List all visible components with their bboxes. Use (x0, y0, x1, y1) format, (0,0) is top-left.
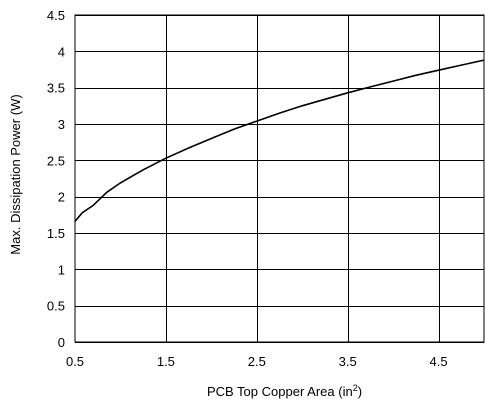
y-tick-label: 1 (58, 262, 65, 277)
x-axis-title: PCB Top Copper Area (in2) (207, 383, 362, 399)
y-tick-label: 3 (58, 117, 65, 132)
x-tick-label: 3.5 (339, 354, 357, 369)
plot-frame (74, 14, 485, 343)
x-tick-label: 0.5 (66, 354, 84, 369)
y-tick-label: 0 (58, 335, 65, 350)
y-tick-label: 2 (58, 190, 65, 205)
x-tick-labels: 0.5 1.5 2.5 3.5 4.5 (66, 354, 448, 369)
x-tick-label: 4.5 (430, 354, 448, 369)
y-tick-label: 1.5 (47, 226, 65, 241)
x-axis-title-end: ) (358, 384, 362, 399)
y-tick-labels: 0 0.5 1 1.5 2 2.5 3 3.5 4 4.5 (47, 8, 65, 350)
y-tick-label: 4.5 (47, 8, 65, 23)
x-axis-title-main: PCB Top Copper Area (in (207, 384, 353, 399)
x-tick-label: 2.5 (248, 354, 266, 369)
x-tick-label: 1.5 (157, 354, 175, 369)
grid (75, 15, 484, 343)
y-tick-label: 3.5 (47, 81, 65, 96)
series-line (74, 59, 485, 222)
y-tick-label: 4 (58, 44, 65, 59)
series (74, 59, 485, 222)
x-axis-title-superscript: 2 (353, 383, 358, 393)
y-tick-label: 0.5 (47, 299, 65, 314)
y-tick-label: 2.5 (47, 153, 65, 168)
y-axis-title: Max. Dissipation Power (W) (8, 94, 23, 254)
